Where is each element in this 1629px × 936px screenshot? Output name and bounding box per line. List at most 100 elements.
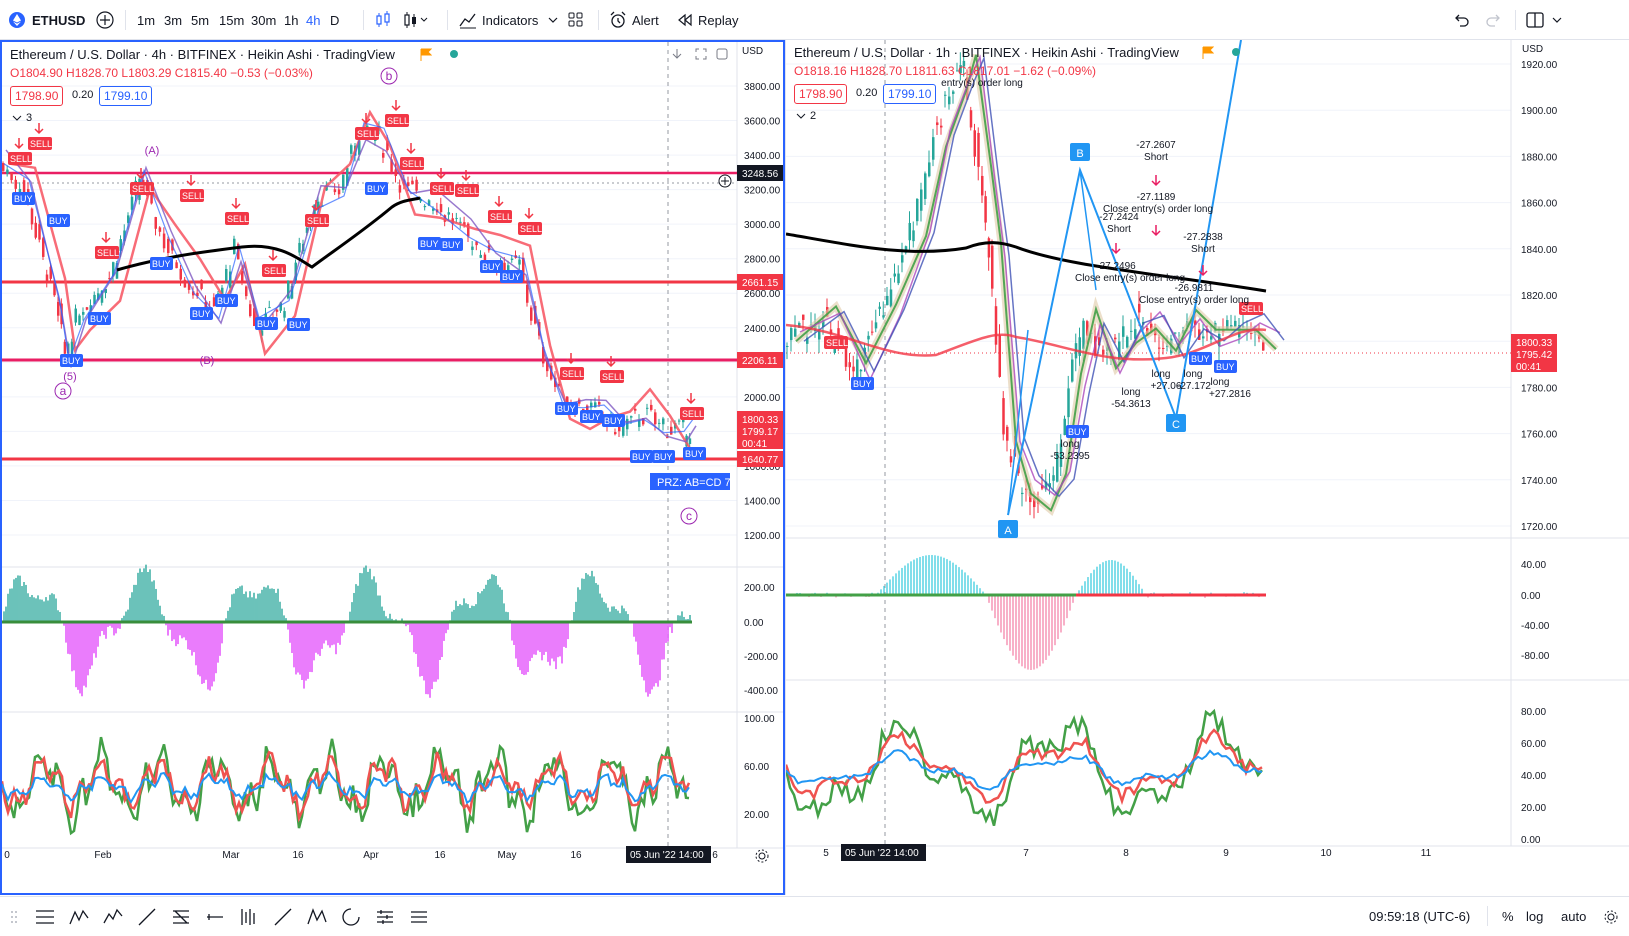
xabcd-pattern-icon[interactable] — [306, 897, 328, 936]
price-tick-label: 2000.00 — [744, 393, 781, 404]
settings-tools-icon[interactable] — [408, 897, 430, 936]
interval-1m[interactable]: 1m — [137, 12, 156, 28]
auto-toggle[interactable]: auto — [1561, 909, 1587, 924]
pattern-point-marker — [1166, 414, 1186, 432]
compare-add-button[interactable] — [95, 0, 115, 40]
symbol-search[interactable]: ETHUSD — [8, 0, 85, 40]
candle-body — [940, 125, 943, 128]
price-tick-label: 2600.00 — [744, 289, 781, 300]
horizontal-ray-icon[interactable] — [204, 897, 226, 936]
settings-gear-icon[interactable] — [1603, 897, 1619, 936]
right-chart-title[interactable]: Ethereum / U.S. Dollar · 1h · BITFINEX ·… — [794, 45, 1179, 60]
left-chart-title[interactable]: Ethereum / U.S. Dollar · 4h · BITFINEX ·… — [10, 47, 395, 62]
osc-tick-label: -400.00 — [744, 686, 778, 697]
candle-body — [859, 369, 863, 372]
live-status-dot — [450, 50, 458, 58]
left-chart-canvas[interactable]: 3800.003600.003400.003200.003000.002800.… — [2, 42, 785, 895]
right-sell-button[interactable]: 1798.90 — [794, 84, 848, 104]
buy-signal-label: BUY — [557, 404, 576, 414]
candle-body — [57, 301, 60, 316]
candle-body — [42, 238, 45, 257]
replay-button[interactable]: Replay — [676, 0, 738, 40]
right-currency-label[interactable]: USD — [1522, 44, 1544, 55]
line-tool-icon[interactable] — [272, 897, 294, 936]
left-layers-toggle[interactable]: 3 — [12, 112, 32, 124]
indicators-button[interactable]: Indicators — [458, 0, 558, 40]
maximize-icon[interactable] — [694, 47, 708, 61]
candle-body — [642, 418, 645, 425]
candle-body — [459, 221, 462, 223]
sell-signal-label: SELL — [490, 212, 512, 222]
heikin-ashi-button[interactable] — [402, 0, 428, 40]
interval-15m[interactable]: 15m — [219, 12, 245, 28]
candle-body — [415, 179, 418, 191]
candle-body — [245, 286, 248, 297]
sell-signal-label: SELL — [1241, 304, 1263, 314]
interval-4h[interactable]: 4h — [306, 12, 321, 28]
candle-body — [874, 322, 878, 329]
sell-signal-label: SELL — [97, 248, 119, 258]
right-chart-canvas[interactable]: 1920.00 1900.00 1880.00 1860.00 1840.00 1820.… — [786, 40, 1629, 895]
bar-style-button[interactable] — [374, 0, 392, 40]
pattern-point-label: C — [1172, 419, 1180, 431]
buy-signal-label: BUY — [289, 320, 308, 330]
buy-signal-tag — [12, 192, 35, 205]
interval-30m[interactable]: 30m — [251, 12, 277, 28]
alert-button[interactable]: Alert — [608, 0, 659, 40]
candle-body — [298, 242, 301, 253]
wave-count-icon[interactable] — [102, 897, 124, 936]
abc-pattern-icon[interactable] — [68, 897, 90, 936]
candle-body — [984, 196, 987, 223]
buy-signal-label: BUY — [192, 309, 211, 319]
interval-D[interactable]: D — [330, 12, 340, 28]
left-currency-label[interactable]: USD — [742, 46, 764, 57]
candle-body — [1006, 426, 1009, 441]
moving-average-line — [803, 55, 1285, 498]
harmonic-pattern-line — [1007, 40, 1242, 516]
sell-signal-tag — [824, 336, 848, 349]
flag-icon[interactable] — [420, 48, 432, 62]
candle-body — [108, 277, 111, 279]
drag-handle-icon[interactable] — [10, 897, 18, 936]
layout-button[interactable] — [1525, 0, 1545, 40]
ruler-icon[interactable] — [374, 897, 396, 936]
candle-body — [622, 425, 625, 436]
undo-button[interactable] — [1452, 0, 1470, 40]
interval-1h[interactable]: 1h — [284, 12, 299, 28]
layout-templates-button[interactable] — [567, 0, 585, 40]
interval-3m[interactable]: 3m — [164, 12, 183, 28]
restore-icon[interactable] — [715, 47, 729, 61]
redo-button[interactable] — [1485, 0, 1503, 40]
flag-icon[interactable] — [1202, 46, 1214, 60]
right-layers-toggle[interactable]: 2 — [796, 110, 816, 122]
candle-body — [366, 125, 369, 128]
price-tick-label: 1920.00 — [1521, 60, 1558, 71]
candle-body — [638, 420, 641, 427]
sell-signal-label: SELL — [432, 184, 454, 194]
menu-icon[interactable] — [34, 897, 56, 936]
buy-signal-label: BUY — [257, 319, 276, 329]
bars-pattern-icon[interactable] — [238, 897, 260, 936]
scroll-down-icon[interactable] — [670, 47, 684, 61]
sell-signal-label: SELL — [520, 224, 542, 234]
left-sell-button[interactable]: 1798.90 — [10, 86, 64, 106]
cycle-icon[interactable] — [340, 897, 362, 936]
left-buy-button[interactable]: 1799.10 — [99, 86, 153, 106]
percent-toggle[interactable]: % — [1502, 909, 1514, 924]
trend-line-icon[interactable] — [136, 897, 158, 936]
right-chart-pane[interactable]: 1920.00 1900.00 1880.00 1860.00 1840.00 1820.… — [785, 40, 1629, 895]
layout-chevron-button[interactable] — [1552, 0, 1562, 40]
candle-body — [283, 311, 286, 318]
left-chart-pane[interactable]: 3800.00 3600.00 3400.00 3200.00 3000.00 2800.… — [0, 40, 785, 895]
interval-5m[interactable]: 5m — [191, 12, 210, 28]
clock-label[interactable]: 09:59:18 (UTC-6) — [1369, 909, 1471, 924]
right-buy-button[interactable]: 1799.10 — [883, 84, 937, 104]
settings-gear-icon[interactable] — [754, 848, 770, 864]
fib-icon[interactable] — [170, 897, 192, 936]
log-toggle[interactable]: log — [1526, 909, 1544, 924]
price-tick-label: 1880.00 — [1521, 152, 1558, 163]
strategy-annotation: +27.2816 — [1209, 389, 1251, 400]
candle-body — [34, 222, 37, 238]
candle-body — [510, 258, 514, 260]
left-ohlc: O1804.90 H1828.70 L1803.29 C1815.40 −0.5… — [10, 66, 313, 80]
